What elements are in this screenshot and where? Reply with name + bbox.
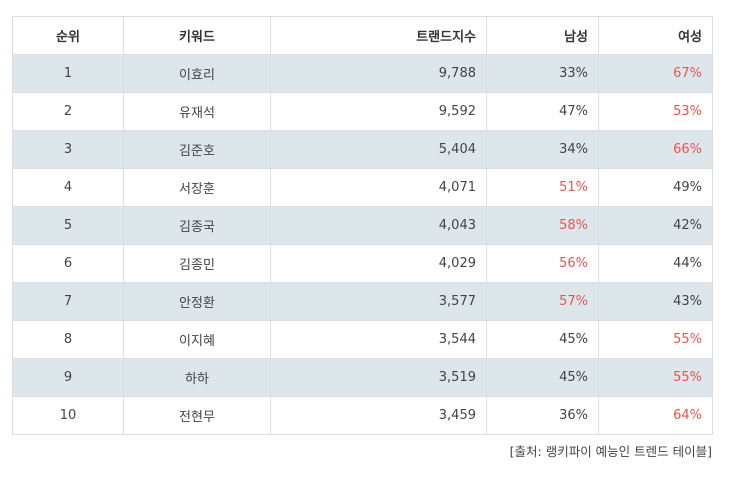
ranking-table-container: 순위 키워드 트랜드지수 남성 여성 1 이효리 9,788 33% 67% 2 유재석 9,… <box>12 16 713 435</box>
cell-male: 45% <box>486 320 599 359</box>
cell-keyword: 유재석 <box>123 92 271 131</box>
cell-rank: 2 <box>12 92 124 131</box>
header-male: 남성 <box>486 16 599 55</box>
cell-keyword: 서장훈 <box>123 168 271 207</box>
table-row: 9 하하 3,519 45% 55% <box>12 358 713 397</box>
cell-keyword: 이지혜 <box>123 320 271 359</box>
cell-female: 55% <box>598 358 713 397</box>
cell-female: 49% <box>598 168 713 207</box>
table-row: 4 서장훈 4,071 51% 49% <box>12 168 713 207</box>
cell-trend-index: 5,404 <box>270 130 487 169</box>
table-row: 3 김준호 5,404 34% 66% <box>12 130 713 169</box>
table-header-row: 순위 키워드 트랜드지수 남성 여성 <box>12 16 713 55</box>
header-trend-index: 트랜드지수 <box>270 16 487 55</box>
cell-male: 51% <box>486 168 599 207</box>
cell-female: 55% <box>598 320 713 359</box>
cell-male: 47% <box>486 92 599 131</box>
cell-keyword: 전현무 <box>123 396 271 435</box>
table-row: 5 김종국 4,043 58% 42% <box>12 206 713 245</box>
header-rank: 순위 <box>12 16 124 55</box>
cell-male: 33% <box>486 54 599 93</box>
cell-female: 43% <box>598 282 713 321</box>
cell-rank: 4 <box>12 168 124 207</box>
cell-keyword: 하하 <box>123 358 271 397</box>
cell-trend-index: 9,592 <box>270 92 487 131</box>
cell-male: 56% <box>486 244 599 283</box>
cell-keyword: 안정환 <box>123 282 271 321</box>
cell-female: 64% <box>598 396 713 435</box>
cell-keyword: 이효리 <box>123 54 271 93</box>
cell-female: 53% <box>598 92 713 131</box>
cell-keyword: 김준호 <box>123 130 271 169</box>
cell-trend-index: 3,544 <box>270 320 487 359</box>
cell-rank: 10 <box>12 396 124 435</box>
cell-rank: 6 <box>12 244 124 283</box>
header-female: 여성 <box>598 16 713 55</box>
cell-male: 57% <box>486 282 599 321</box>
cell-female: 66% <box>598 130 713 169</box>
cell-rank: 5 <box>12 206 124 245</box>
cell-rank: 9 <box>12 358 124 397</box>
header-keyword: 키워드 <box>123 16 271 55</box>
source-caption: [출처: 랭키파이 예능인 트렌드 테이블] <box>509 444 712 459</box>
cell-trend-index: 4,029 <box>270 244 487 283</box>
ranking-table: 순위 키워드 트랜드지수 남성 여성 1 이효리 9,788 33% 67% 2 유재석 9,… <box>12 16 713 435</box>
cell-trend-index: 4,043 <box>270 206 487 245</box>
cell-trend-index: 3,577 <box>270 282 487 321</box>
cell-male: 58% <box>486 206 599 245</box>
cell-trend-index: 9,788 <box>270 54 487 93</box>
cell-rank: 1 <box>12 54 124 93</box>
cell-male: 36% <box>486 396 599 435</box>
table-row: 7 안정환 3,577 57% 43% <box>12 282 713 321</box>
cell-male: 34% <box>486 130 599 169</box>
table-body: 1 이효리 9,788 33% 67% 2 유재석 9,592 47% 53% 3 김준호 5,404 3… <box>12 54 713 435</box>
cell-male: 45% <box>486 358 599 397</box>
cell-rank: 3 <box>12 130 124 169</box>
table-row: 2 유재석 9,592 47% 53% <box>12 92 713 131</box>
cell-keyword: 김종민 <box>123 244 271 283</box>
cell-rank: 7 <box>12 282 124 321</box>
table-row: 10 전현무 3,459 36% 64% <box>12 396 713 435</box>
table-row: 8 이지혜 3,544 45% 55% <box>12 320 713 359</box>
cell-rank: 8 <box>12 320 124 359</box>
cell-trend-index: 3,519 <box>270 358 487 397</box>
table-row: 6 김종민 4,029 56% 44% <box>12 244 713 283</box>
cell-trend-index: 4,071 <box>270 168 487 207</box>
cell-female: 44% <box>598 244 713 283</box>
cell-trend-index: 3,459 <box>270 396 487 435</box>
cell-female: 42% <box>598 206 713 245</box>
cell-keyword: 김종국 <box>123 206 271 245</box>
cell-female: 67% <box>598 54 713 93</box>
table-row: 1 이효리 9,788 33% 67% <box>12 54 713 93</box>
